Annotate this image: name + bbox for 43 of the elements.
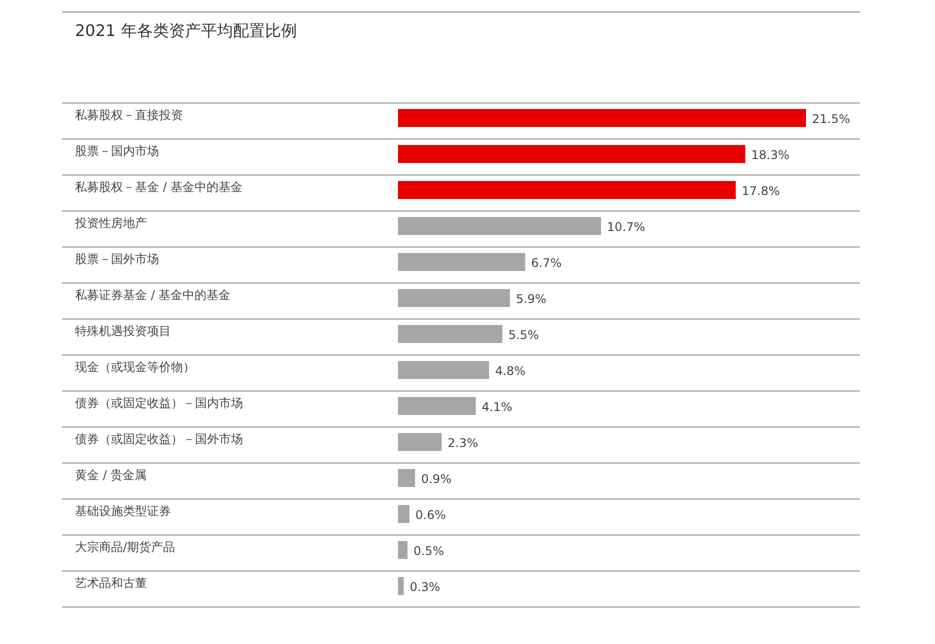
data-label: 0.3% bbox=[410, 580, 440, 594]
data-label: 4.8% bbox=[495, 364, 526, 378]
y-tick-label: 私募股权－基金 / 基金中的基金 bbox=[75, 180, 243, 194]
y-tick-label: 股票－国内市场 bbox=[75, 144, 159, 158]
y-tick-label: 黄金 / 贵金属 bbox=[75, 468, 147, 482]
data-label: 21.5% bbox=[812, 112, 850, 126]
bar bbox=[398, 397, 476, 415]
bar bbox=[398, 325, 502, 343]
y-tick-label: 特殊机遇投资项目 bbox=[75, 324, 171, 338]
bar bbox=[398, 469, 416, 487]
data-label: 4.1% bbox=[482, 400, 512, 414]
data-label: 0.5% bbox=[413, 544, 444, 558]
data-label: 17.8% bbox=[742, 184, 780, 198]
data-label: 0.9% bbox=[421, 472, 452, 486]
data-label: 0.6% bbox=[415, 508, 446, 522]
bar bbox=[398, 145, 746, 163]
data-label: 2.3% bbox=[448, 436, 478, 450]
bar bbox=[398, 109, 806, 127]
data-label: 6.7% bbox=[531, 256, 562, 270]
y-tick-label: 基础设施类型证券 bbox=[75, 504, 171, 518]
data-label: 10.7% bbox=[607, 220, 646, 234]
y-tick-label: 投资性房地产 bbox=[74, 216, 147, 230]
y-tick-label: 大宗商品/期货产品 bbox=[75, 540, 176, 554]
bar bbox=[398, 181, 736, 199]
data-label: 5.9% bbox=[516, 292, 546, 306]
text: 2021 年各类资产平均配置比例 bbox=[75, 21, 297, 40]
y-tick-label: 艺术品和古董 bbox=[75, 576, 147, 590]
bar bbox=[398, 253, 526, 271]
bar bbox=[398, 289, 510, 307]
bar bbox=[398, 433, 442, 451]
data-label: 5.5% bbox=[508, 328, 539, 342]
y-tick-label: 现金（或现金等价物） bbox=[75, 360, 195, 374]
bar bbox=[398, 505, 410, 523]
y-tick-label: 债券（或固定收益）－国内市场 bbox=[75, 396, 243, 410]
y-tick-label: 私募证券基金 / 基金中的基金 bbox=[75, 288, 231, 302]
y-tick-label: 债券（或固定收益）－国外市场 bbox=[75, 432, 243, 446]
bar bbox=[398, 217, 602, 235]
bar bbox=[398, 361, 490, 379]
data-label: 18.3% bbox=[751, 148, 790, 162]
y-tick-label: 股票－国外市场 bbox=[75, 252, 159, 266]
bar bbox=[398, 541, 408, 559]
y-tick-label: 私募股权－直接投资 bbox=[75, 108, 183, 122]
bar bbox=[398, 577, 404, 595]
